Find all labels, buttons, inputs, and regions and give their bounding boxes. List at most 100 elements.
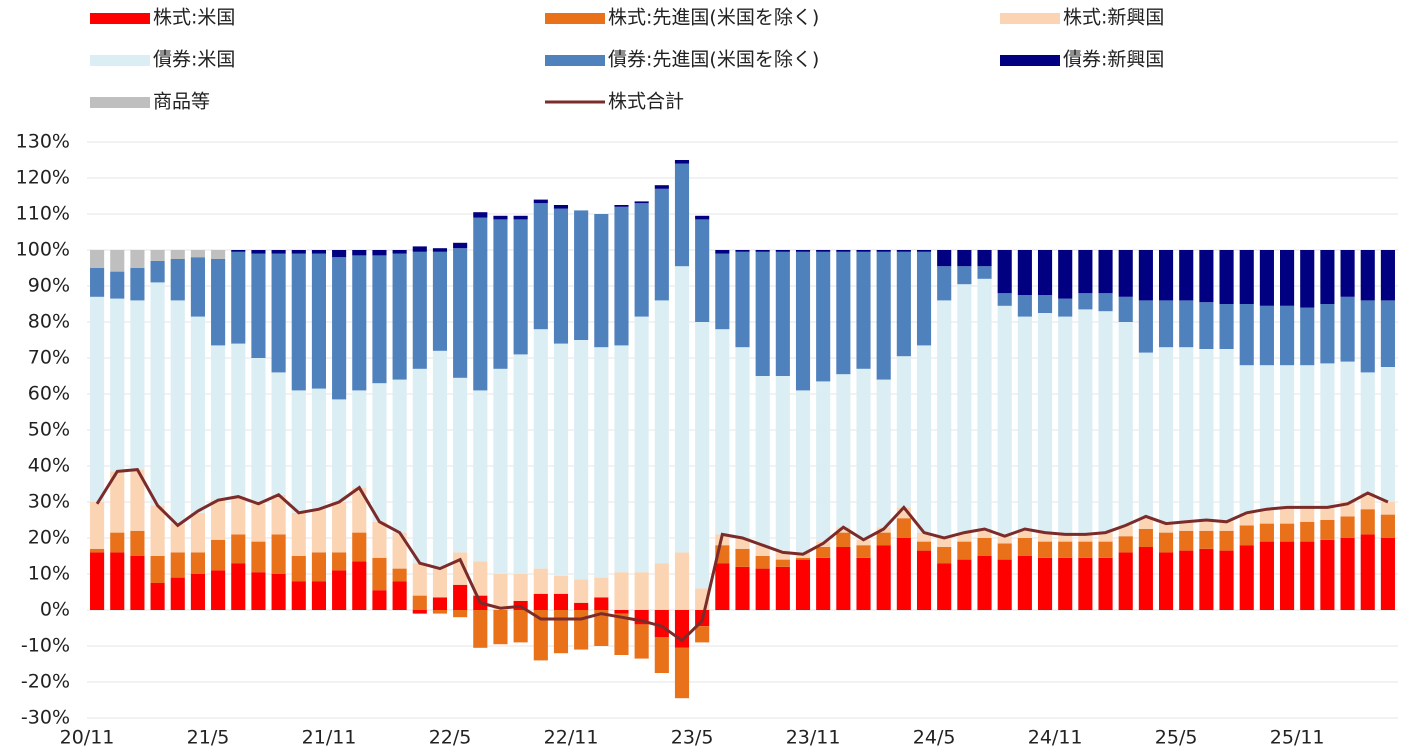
y-tick-label: 100% bbox=[16, 239, 70, 261]
bar-segment bbox=[1017, 538, 1032, 556]
bar-segment bbox=[291, 512, 306, 556]
bar-segment bbox=[231, 343, 246, 497]
bar-segment bbox=[634, 201, 649, 204]
bar-segment bbox=[150, 583, 165, 610]
bar-segment bbox=[755, 250, 770, 252]
bar-segment bbox=[110, 552, 125, 610]
bar-segment bbox=[1138, 529, 1153, 547]
bar-segment bbox=[291, 253, 306, 391]
bar-segment bbox=[674, 163, 690, 267]
bar-segment bbox=[211, 345, 226, 501]
bar-segment bbox=[231, 563, 246, 610]
bar-segment bbox=[1098, 311, 1113, 533]
y-tick-label: 60% bbox=[28, 383, 70, 405]
bar-segment bbox=[997, 250, 1012, 294]
bar-segment bbox=[654, 637, 669, 673]
bar-segment bbox=[957, 250, 972, 267]
bar-segment bbox=[816, 557, 831, 610]
x-tick-label: 23/5 bbox=[671, 727, 714, 749]
bar-segment bbox=[795, 557, 811, 560]
bar-segment bbox=[1320, 507, 1335, 520]
bar-segment bbox=[574, 610, 589, 650]
bar-segment bbox=[1138, 300, 1153, 353]
bar-segment bbox=[735, 250, 750, 252]
y-tick-label: 50% bbox=[28, 419, 70, 441]
bar-segment bbox=[1280, 541, 1295, 610]
bar-segment bbox=[271, 253, 286, 373]
bar-segment bbox=[896, 538, 911, 610]
bar-segment bbox=[977, 538, 992, 556]
bar-segment bbox=[1340, 516, 1355, 538]
bar-segment bbox=[231, 251, 246, 344]
bar-segment bbox=[876, 532, 891, 546]
bar-segment bbox=[1340, 250, 1355, 297]
bar-segment bbox=[1037, 313, 1053, 533]
bar-segment bbox=[775, 559, 790, 567]
bar-segment bbox=[170, 300, 185, 524]
x-tick-label: 24/11 bbox=[1028, 727, 1083, 749]
bar-segment bbox=[735, 538, 750, 549]
bar-segment bbox=[150, 250, 165, 261]
bar-segment bbox=[856, 368, 871, 540]
bar-segment bbox=[1158, 523, 1174, 533]
legend-swatch bbox=[545, 55, 605, 66]
bar-segment bbox=[574, 579, 589, 603]
bar-segment bbox=[836, 527, 851, 533]
bar-segment bbox=[453, 377, 468, 553]
legend-label: 株式:先進国(米国を除く) bbox=[608, 7, 819, 29]
bar-segment bbox=[896, 251, 911, 357]
bar-segment bbox=[1037, 557, 1053, 610]
bar-segment bbox=[110, 471, 125, 533]
bar-segment bbox=[937, 538, 952, 547]
bar-segment bbox=[231, 496, 246, 535]
bar-segment bbox=[695, 626, 710, 643]
bar-segment bbox=[1138, 250, 1153, 301]
bar-segment bbox=[190, 574, 205, 610]
bar-segment bbox=[755, 556, 770, 569]
bar-segment bbox=[1239, 304, 1254, 366]
bar-segment bbox=[493, 219, 508, 369]
bar-segment bbox=[735, 548, 750, 567]
bar-segment bbox=[937, 563, 952, 610]
bar-segment bbox=[916, 550, 932, 610]
x-tick-label: 25/11 bbox=[1270, 727, 1325, 749]
bar-segment bbox=[251, 250, 266, 254]
bar-segment bbox=[795, 251, 811, 391]
bar-segment bbox=[755, 545, 770, 556]
x-tick-label: 20/11 bbox=[60, 727, 115, 749]
bar-segment bbox=[755, 251, 770, 376]
bar-segment bbox=[574, 210, 589, 340]
legend-swatch bbox=[545, 13, 605, 24]
bar-segment bbox=[1380, 250, 1395, 301]
bar-segment bbox=[533, 568, 548, 594]
bar-segment bbox=[211, 500, 226, 540]
bar-segment bbox=[392, 581, 407, 610]
bar-segment bbox=[412, 610, 427, 614]
bar-segment bbox=[594, 347, 609, 578]
bar-segment bbox=[876, 545, 891, 610]
bar-segment bbox=[1179, 530, 1194, 551]
bar-segment bbox=[1179, 550, 1194, 610]
y-tick-label: 10% bbox=[28, 563, 70, 585]
bar-segment bbox=[271, 534, 286, 574]
bar-segment bbox=[352, 487, 367, 533]
bar-segment bbox=[1158, 532, 1174, 553]
legend-label: 商品等 bbox=[153, 91, 210, 113]
legend-swatch bbox=[90, 55, 150, 66]
bar-segment bbox=[211, 259, 226, 346]
bar-segment bbox=[997, 543, 1012, 560]
bar-segment bbox=[1158, 347, 1174, 524]
bar-segment bbox=[916, 532, 932, 542]
bar-segment bbox=[1017, 250, 1032, 295]
bar-segment bbox=[1280, 250, 1295, 306]
bar-segment bbox=[1219, 521, 1234, 531]
bar-segment bbox=[432, 597, 448, 610]
bar-segment bbox=[1138, 352, 1153, 519]
y-tick-label: 20% bbox=[28, 527, 70, 549]
bar-segment bbox=[1037, 295, 1053, 313]
bar-segment bbox=[1340, 538, 1355, 610]
bar-segment bbox=[90, 552, 105, 610]
bar-segment bbox=[130, 469, 145, 531]
bar-segment bbox=[271, 574, 286, 610]
bar-segment bbox=[896, 356, 911, 508]
